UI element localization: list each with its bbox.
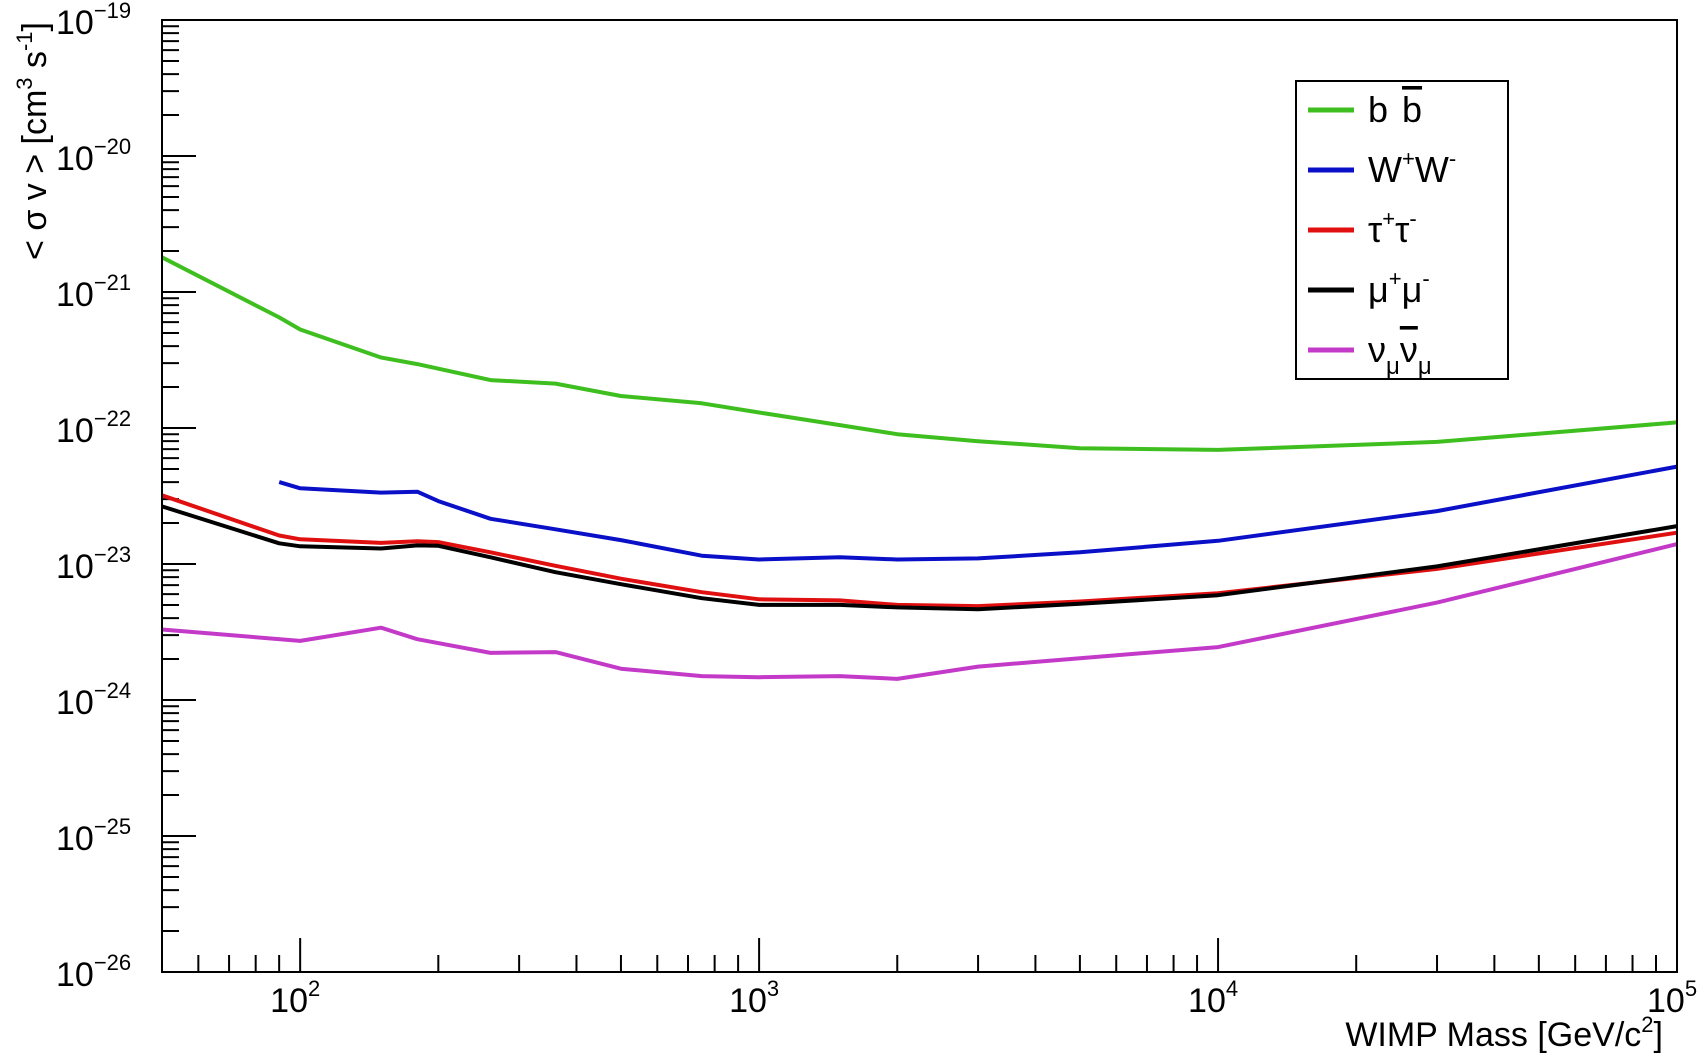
legend-label-mumu: μ+μ- [1368,266,1430,310]
x-tick-label: 104 [1188,976,1238,1020]
series-lines [161,255,1678,681]
y-axis-title-sup1: 3 [12,77,37,89]
series-line-0 [161,255,1678,452]
x-axis-title-end: ] [1654,1016,1663,1054]
legend-label-nunu: νμνμ [1368,329,1432,380]
x-axis-title-main: WIMP Mass [GeV/c [1345,1016,1641,1054]
legend-label-tautau: τ+τ- [1368,206,1417,250]
y-axis-title-main: < σ v > [cm [16,90,54,260]
y-tick-label: 10−20 [56,134,131,178]
y-tick-label: 10−19 [56,0,131,42]
y-axis-title-sup2: -1 [12,31,37,51]
series-line-1 [278,464,1678,562]
x-tick-label: 102 [270,976,320,1020]
series-line-4 [161,542,1678,681]
axis-ticks [161,19,1678,973]
y-axis-title-end: ] [16,22,54,31]
y-tick-label: 10−22 [56,406,131,450]
plot-frame [161,19,1678,973]
x-tick-label: 105 [1647,976,1697,1020]
y-tick-label: 10−26 [56,950,131,994]
series-line-3 [161,504,1678,612]
y-tick-label: 10−25 [56,814,131,858]
x-tick-label: 103 [729,976,779,1020]
legend-label-ww: W+W- [1368,146,1456,190]
y-axis-title-mid: s [16,51,54,77]
x-axis-title-sup: 2 [1641,1012,1653,1037]
tick-labels: 10−19 10−20 10−21 10−22 10−23 10−24 10−25 10−26… [56,0,1697,1020]
y-tick-label: 10−21 [56,270,131,314]
y-tick-label: 10−24 [56,678,131,722]
x-axis-title: WIMP Mass [GeV/c2] [1345,1012,1663,1054]
legend-bbbar-b: b [1368,89,1388,130]
legend-bbbar-bar: b [1402,89,1422,130]
series-line-2 [161,493,1678,609]
y-tick-label: 10−23 [56,542,131,586]
y-axis-title: < σ v > [cm3 s-1] [12,22,54,260]
